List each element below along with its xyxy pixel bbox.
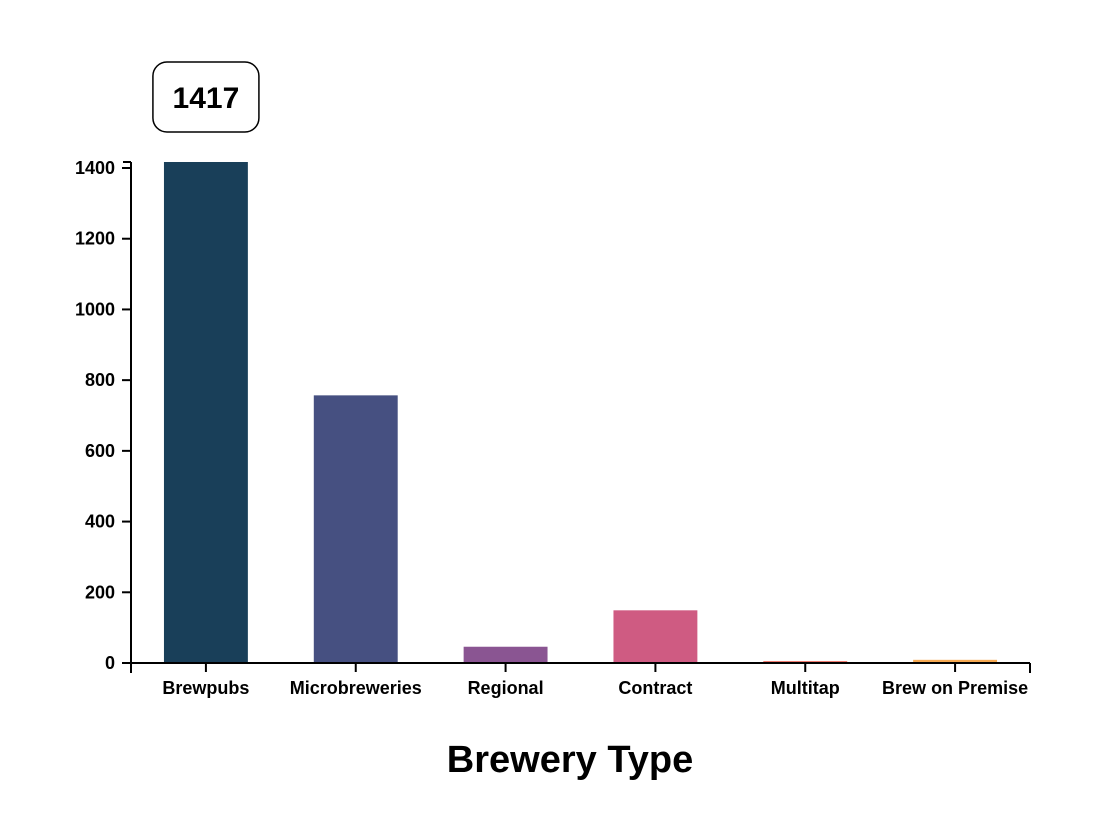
bar-brew-on-premise[interactable] xyxy=(913,659,998,663)
x-tick-label: Regional xyxy=(468,678,544,698)
y-tick-label: 800 xyxy=(85,370,115,390)
bar-microbreweries[interactable] xyxy=(313,395,398,663)
y-tick-label: 0 xyxy=(105,653,115,673)
y-tick-label: 1000 xyxy=(75,299,115,319)
bar-contract[interactable] xyxy=(613,610,698,663)
value-tooltip: 1417 xyxy=(152,61,260,133)
y-axis: 0 200 400 600 800 1000 1200 1400 xyxy=(75,158,132,673)
y-tick-label: 1400 xyxy=(75,158,115,178)
y-tick-label: 200 xyxy=(85,582,115,602)
y-tick-label: 400 xyxy=(85,512,115,532)
x-tick-label: Multitap xyxy=(771,678,840,698)
x-tick-label: Brew on Premise xyxy=(882,678,1028,698)
y-tick-label: 600 xyxy=(85,441,115,461)
tooltip-box xyxy=(152,61,260,133)
bar-regional[interactable] xyxy=(463,646,548,663)
x-axis-title: Brewery Type xyxy=(447,739,693,781)
tooltip-value: 1417 xyxy=(173,82,240,115)
x-tick-label: Contract xyxy=(618,678,692,698)
y-tick-label: 1200 xyxy=(75,229,115,249)
bar-brewpubs[interactable] xyxy=(163,162,248,663)
x-axis: Brewpubs Microbreweries Regional Contract Mu… xyxy=(131,662,1031,698)
x-tick-label: Microbreweries xyxy=(290,678,422,698)
bars-group xyxy=(163,162,998,663)
x-tick-label: Brewpubs xyxy=(162,678,249,698)
